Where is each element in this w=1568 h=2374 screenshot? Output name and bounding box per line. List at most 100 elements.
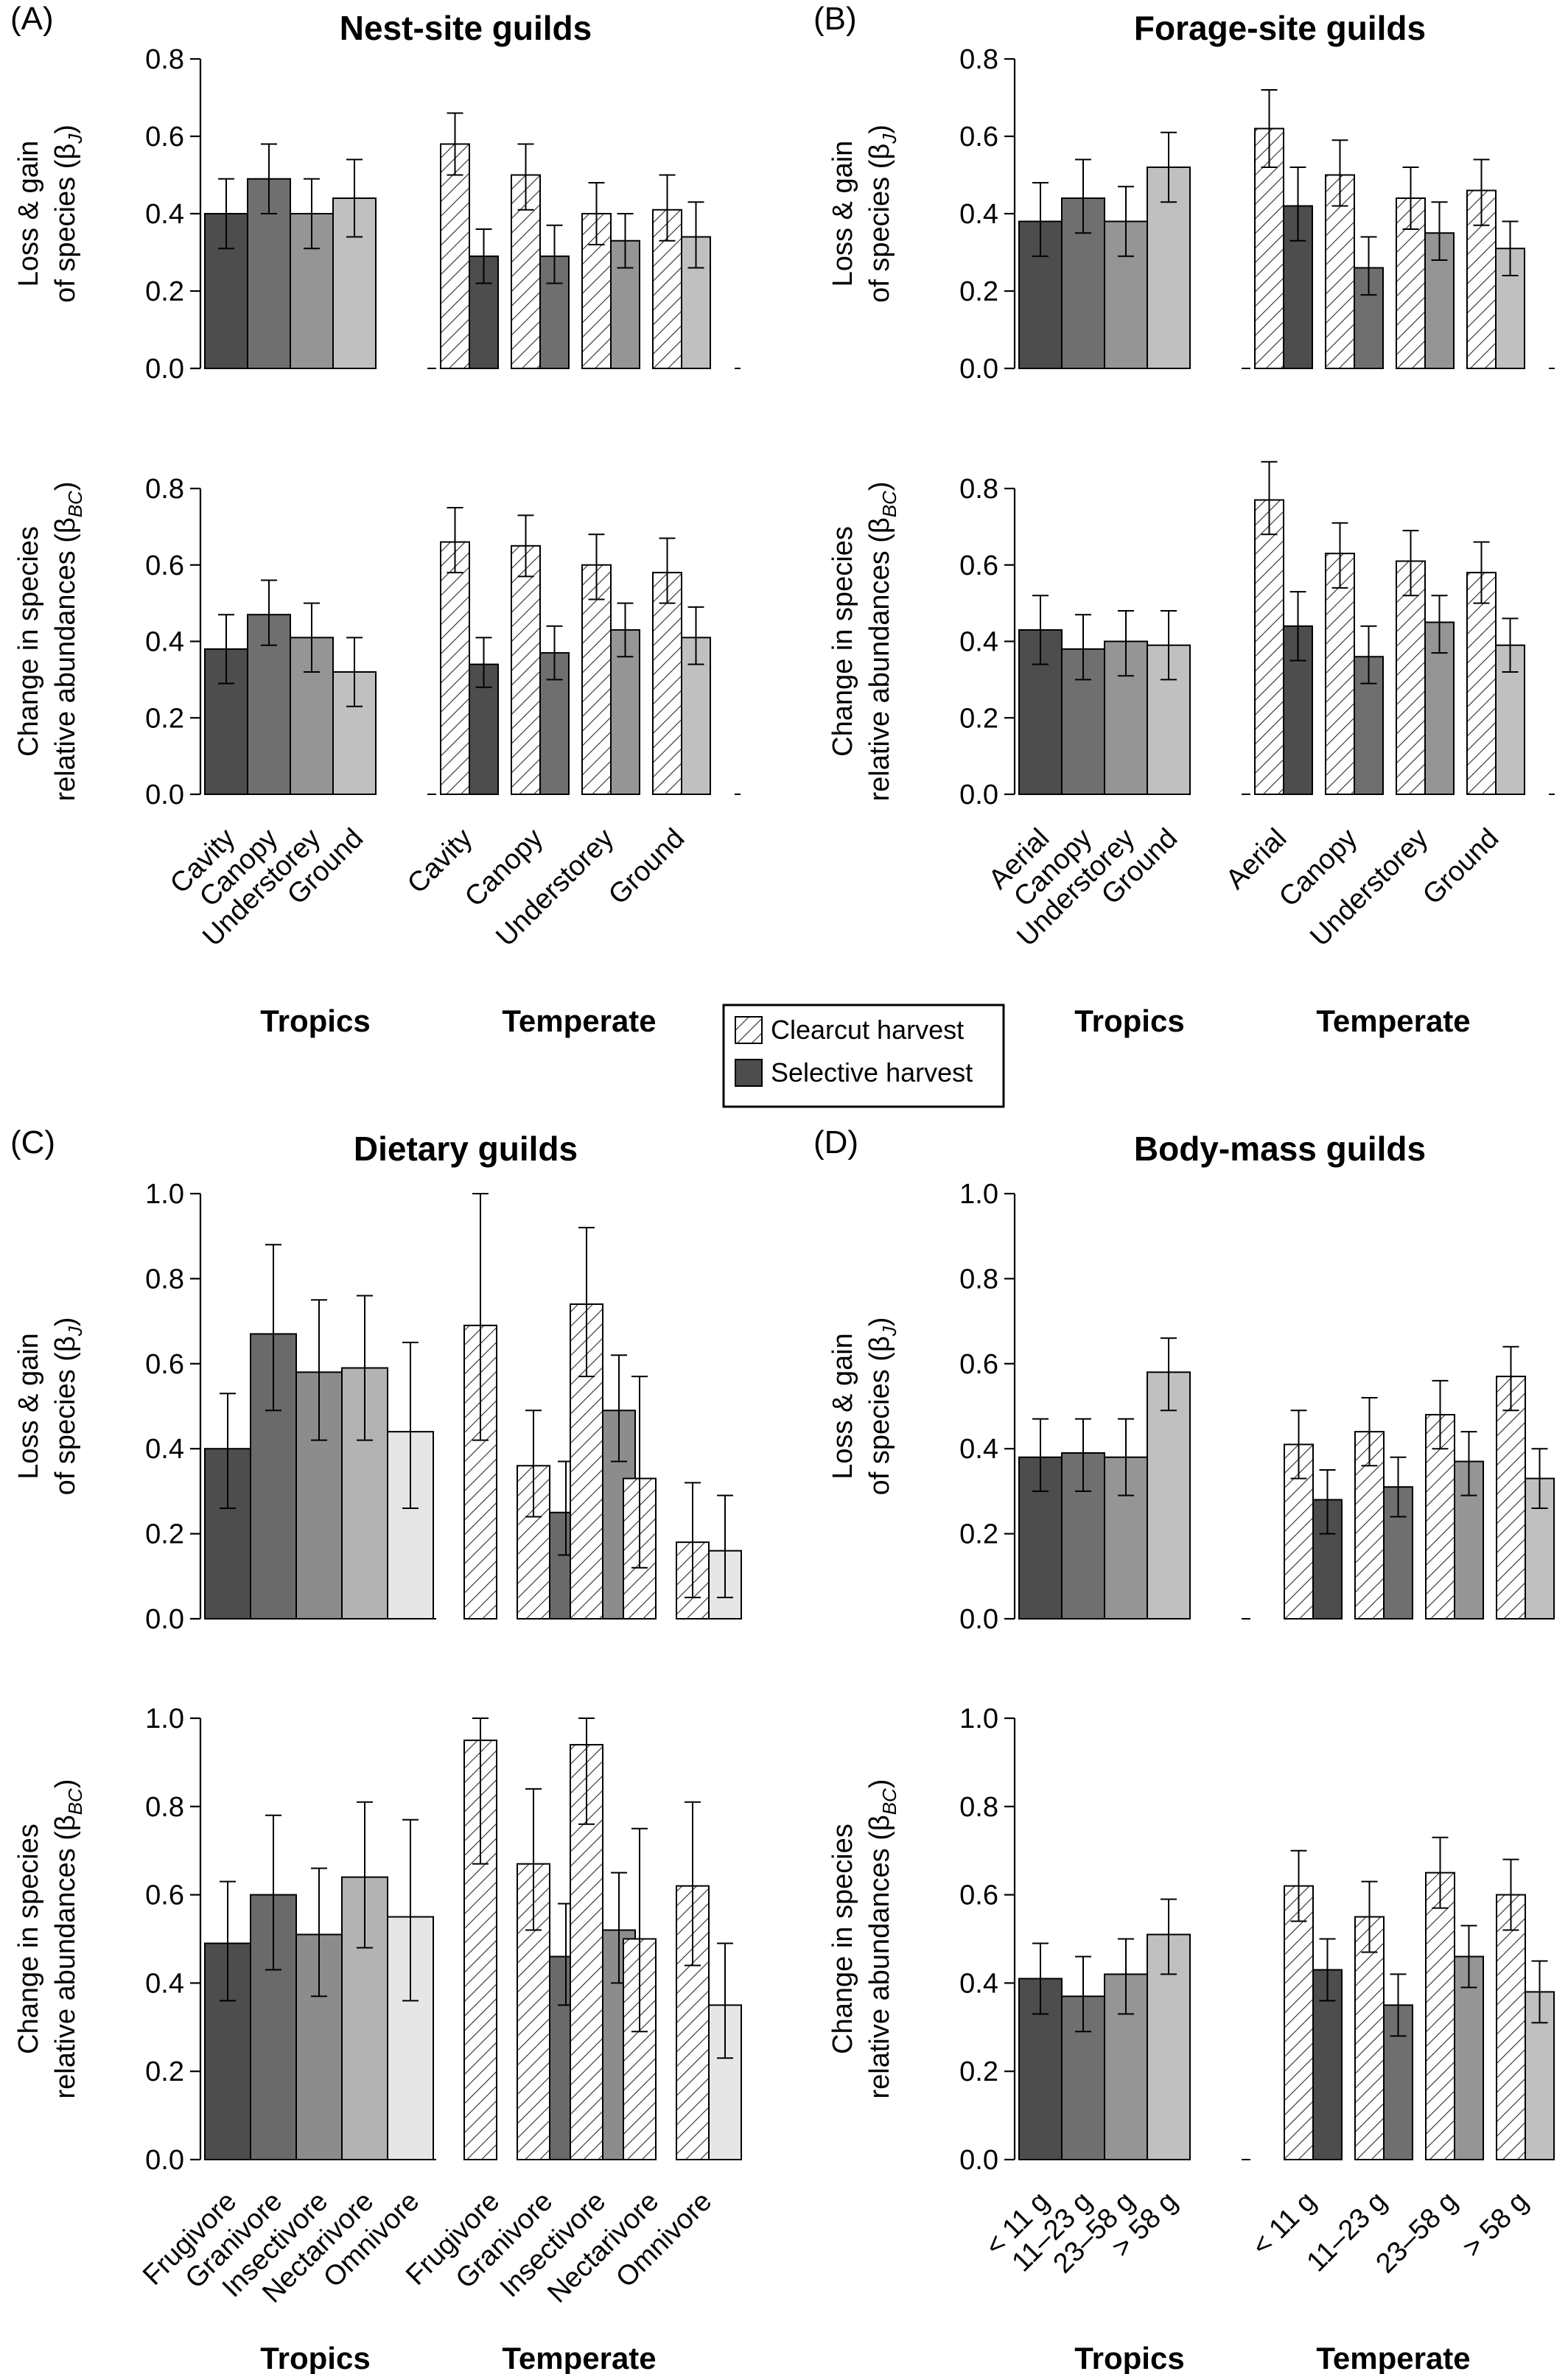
y-axis-label-line2: relative abundances (βBC) [864, 1779, 900, 2099]
bar-clearcut [1354, 1916, 1385, 2161]
legend-label: Selective harvest [771, 1057, 973, 1088]
y-tick-label: 0.0 [145, 780, 184, 810]
y-tick-label: 0.0 [145, 1604, 184, 1635]
y-tick-label: 0.6 [959, 122, 998, 153]
y-axis-label: Loss & gain of species (βJ) [827, 1317, 900, 1496]
y-tick-label: 0.4 [959, 627, 998, 658]
y-tick-label: 0.4 [145, 1434, 184, 1465]
y-tick-label: 0.4 [959, 199, 998, 230]
panels: (A) Nest-site guilds 0.0 0.2 0.4 0.6 0.8 Loss &… [10, 1, 1555, 2374]
y-tick-label: 0.8 [145, 44, 184, 75]
subplot-1: 0.0 0.2 0.4 0.6 0.8 Change in species relative… [827, 461, 1555, 810]
panel-letter: (B) [813, 1, 857, 37]
panel-title: Body-mass guilds [1134, 1130, 1426, 1168]
bar-clearcut [1466, 572, 1497, 795]
y-tick-label: 0.8 [959, 1264, 998, 1295]
group-label-temperate: Temperate [502, 1004, 656, 1038]
y-axis-label: Change in species relative abundances (βB… [13, 482, 86, 802]
y-tick-label: 0.8 [959, 474, 998, 505]
bar-tropics [1147, 1371, 1191, 1620]
y-tick-label: 0.4 [959, 1968, 998, 1999]
y-tick-label: 0.0 [959, 2145, 998, 2176]
subplot-0: 0.0 0.2 0.4 0.6 0.8 1.0 Loss & gain of species … [827, 1179, 1555, 1635]
y-tick-label: 0.6 [145, 122, 184, 153]
y-tick-label: 0.4 [145, 199, 184, 230]
y-axis-label-line2: relative abundances (βBC) [864, 482, 900, 802]
y-tick-label: 0.8 [145, 1792, 184, 1823]
y-tick-label: 0.6 [145, 1880, 184, 1911]
bar-selective [1383, 2004, 1413, 2161]
y-tick-label: 0.0 [145, 2145, 184, 2176]
y-tick-label: 0.2 [145, 2056, 184, 2087]
y-axis-label-line1: Loss & gain [827, 1333, 858, 1480]
panel-2: (C) Dietary guilds 0.0 0.2 0.4 0.6 0.8 1.0 Loss … [10, 1124, 742, 2374]
y-tick-label: 0.0 [959, 1604, 998, 1635]
bar-selective [1454, 1955, 1484, 2160]
y-tick-label: 0.8 [959, 44, 998, 75]
group-label-tropics: Tropics [260, 2341, 370, 2374]
y-axis-label-line2: relative abundances (βBC) [50, 1779, 86, 2099]
panel-title: Forage-site guilds [1134, 9, 1426, 47]
y-axis-label-line2: of species (βJ) [50, 125, 86, 303]
bar-selective [681, 236, 711, 369]
panel-title: Nest-site guilds [340, 9, 592, 47]
y-tick-label: 0.8 [959, 1792, 998, 1823]
subplot-0: 0.0 0.2 0.4 0.6 0.8 1.0 Loss & gain of species … [13, 1179, 742, 1635]
y-tick-label: 0.2 [959, 2056, 998, 2087]
bar-clearcut [1425, 1871, 1455, 2160]
bar-clearcut [440, 541, 470, 795]
y-axis-label-line1: Change in species [13, 1824, 44, 2054]
y-axis-label-line1: Change in species [13, 526, 44, 757]
y-tick-label: 0.6 [959, 1349, 998, 1380]
y-axis-label-line2: relative abundances (βBC) [50, 482, 86, 802]
panel-letter: (C) [10, 1124, 55, 1160]
y-axis-label: Change in species relative abundances (βB… [13, 1779, 86, 2099]
panel-letter: (A) [10, 1, 54, 37]
bar-clearcut [1254, 127, 1284, 369]
subplot-0: 0.0 0.2 0.4 0.6 0.8 Loss & gain of species (βJ… [827, 44, 1555, 385]
y-axis-label: Loss & gain of species (βJ) [827, 125, 900, 303]
subplot-1: 0.0 0.2 0.4 0.6 0.8 1.0 Change in species relat… [827, 1704, 1555, 2176]
y-tick-label: 0.4 [145, 627, 184, 658]
y-tick-label: 0.2 [145, 703, 184, 734]
y-axis-label: Loss & gain of species (βJ) [13, 125, 86, 303]
y-tick-label: 0.2 [959, 1519, 998, 1550]
y-tick-label: 1.0 [959, 1704, 998, 1734]
y-axis-label-line2: of species (βJ) [50, 1317, 86, 1496]
y-axis-label-line1: Loss & gain [827, 141, 858, 287]
bar-clearcut [1284, 1885, 1314, 2161]
panel-3: (D) Body-mass guilds 0.0 0.2 0.4 0.6 0.8 1.0 Los… [813, 1124, 1555, 2374]
y-tick-label: 0.6 [959, 550, 998, 581]
bar-selective [1495, 248, 1525, 369]
subplot-0: 0.0 0.2 0.4 0.6 0.8 Loss & gain of species (βJ… [13, 44, 741, 385]
y-tick-label: 0.2 [959, 703, 998, 734]
y-tick-label: 0.4 [145, 1968, 184, 1999]
y-tick-label: 0.2 [145, 1519, 184, 1550]
legend-label: Clearcut harvest [771, 1015, 964, 1045]
y-axis-label-line1: Change in species [827, 526, 858, 757]
category-label-temperate: Ground [603, 823, 690, 911]
y-tick-label: 1.0 [145, 1704, 184, 1734]
group-label-temperate: Temperate [1316, 1004, 1470, 1038]
group-label-temperate: Temperate [502, 2341, 656, 2374]
group-label-tropics: Tropics [260, 1004, 370, 1038]
y-axis-label: Change in species relative abundances (βB… [827, 482, 900, 802]
panel-1: (B) Forage-site guilds 0.0 0.2 0.4 0.6 0.8 Loss… [813, 1, 1555, 1038]
subplot-1: 0.0 0.2 0.4 0.6 0.8 1.0 Change in species relat… [13, 1704, 742, 2176]
y-tick-label: 0.0 [959, 354, 998, 385]
bar-clearcut [440, 143, 470, 369]
panel-0: (A) Nest-site guilds 0.0 0.2 0.4 0.6 0.8 Loss &… [10, 1, 741, 1038]
y-tick-label: 0.8 [145, 474, 184, 505]
y-tick-label: 0.6 [145, 550, 184, 581]
y-tick-label: 1.0 [145, 1179, 184, 1210]
y-axis-label-line1: Change in species [827, 1824, 858, 2054]
y-tick-label: 0.6 [145, 1349, 184, 1380]
bar-clearcut [1254, 499, 1284, 795]
y-tick-label: 0.0 [959, 780, 998, 810]
y-axis-label-line2: of species (βJ) [864, 1317, 900, 1496]
category-label-temperate: Ground [1417, 823, 1505, 911]
y-tick-label: 0.8 [145, 1264, 184, 1295]
subplot-1: 0.0 0.2 0.4 0.6 0.8 Change in species relative… [13, 474, 741, 810]
group-label-tropics: Tropics [1074, 2341, 1184, 2374]
bar-clearcut [652, 572, 682, 795]
